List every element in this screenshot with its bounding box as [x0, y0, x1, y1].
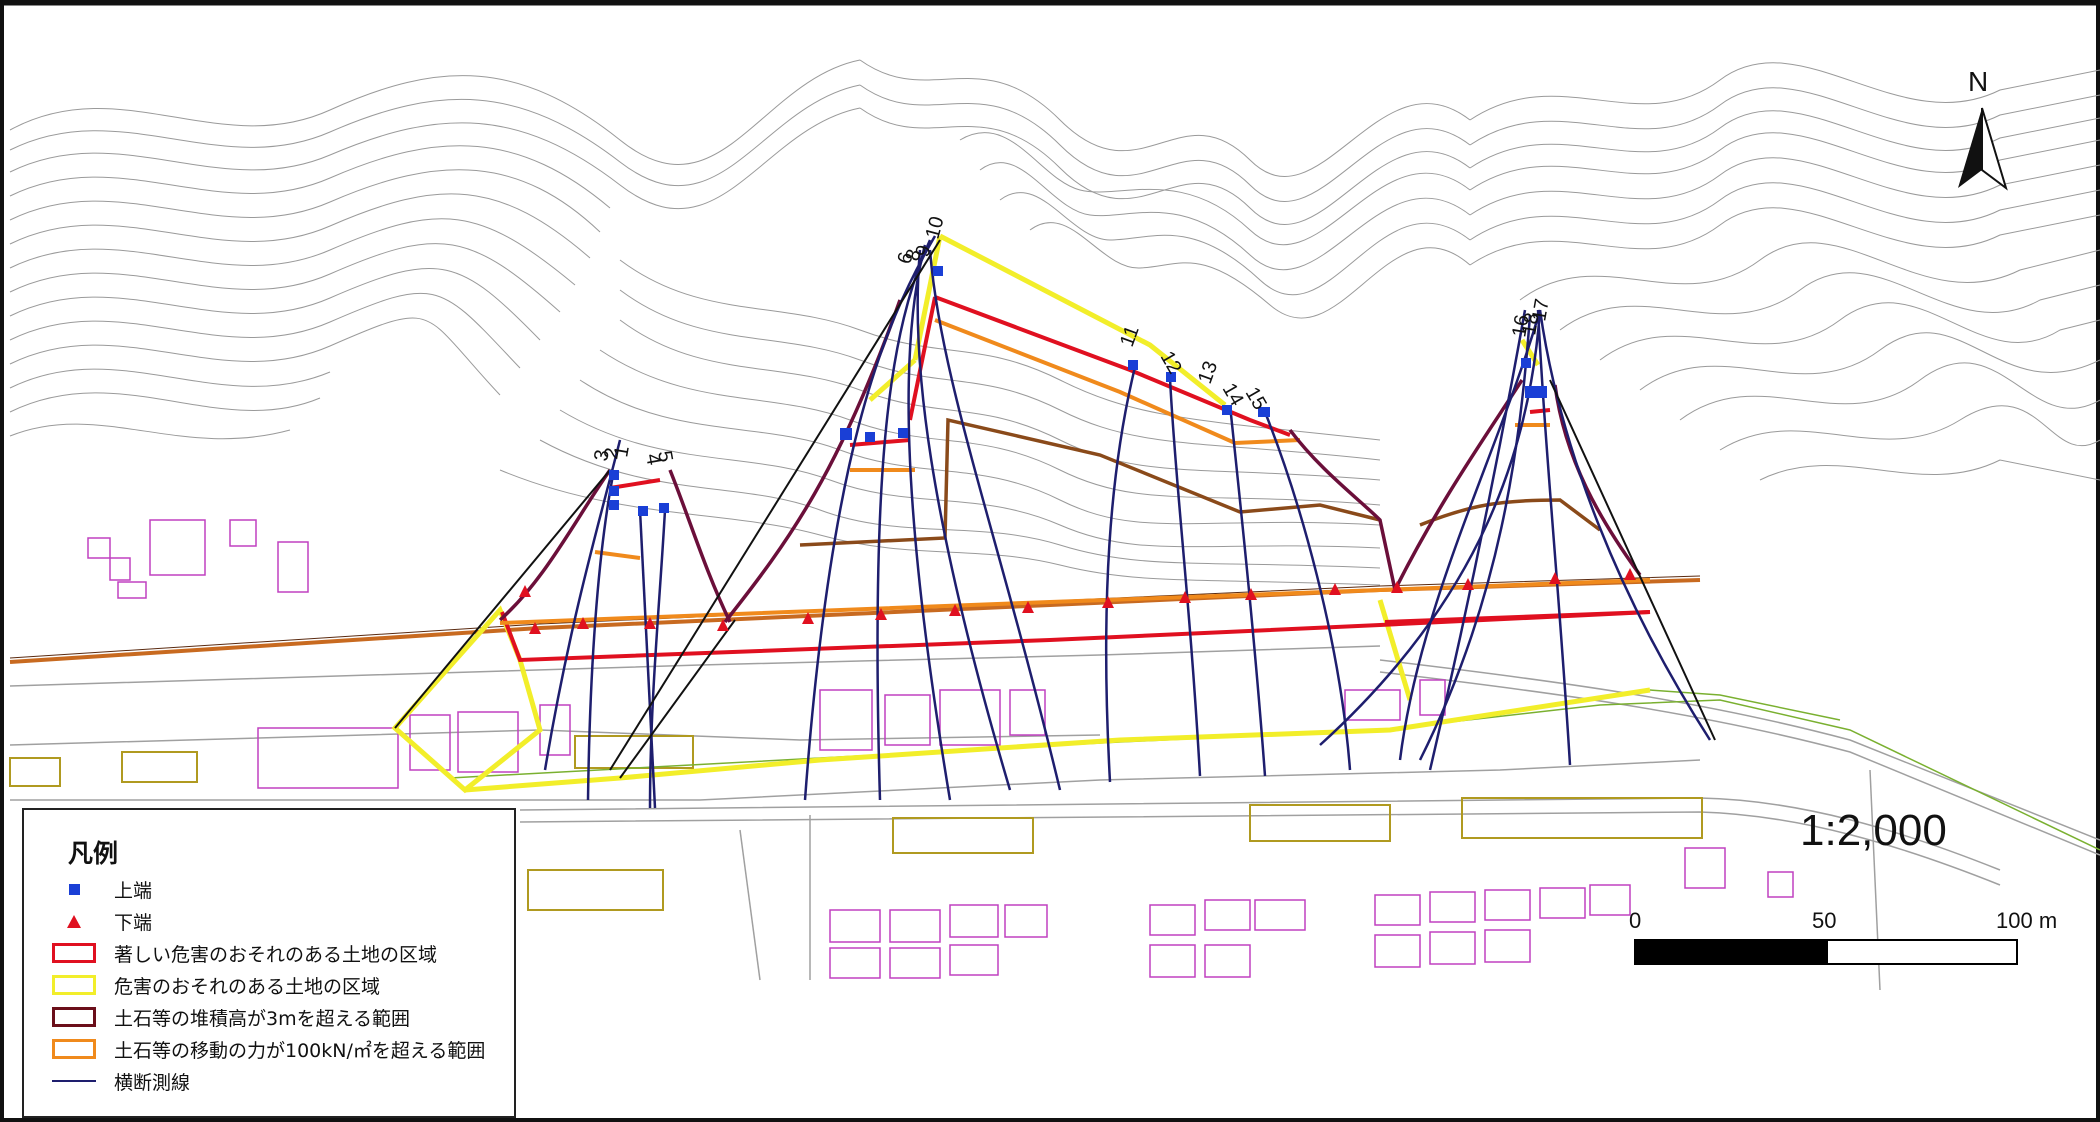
legend-label: 著しい危害のおそれのある土地の区域 [114, 943, 438, 966]
blue-square-icon [68, 883, 80, 895]
north-arrow-icon [1958, 107, 2008, 191]
scalebar-tick-100: 100 m [1996, 908, 2058, 933]
north-label: N [1968, 66, 1989, 97]
legend-title: 凡例 [68, 839, 119, 868]
darkred-box-icon [52, 1007, 96, 1027]
navy-line-icon [52, 1080, 96, 1082]
legend-item-impact-force: 土石等の移動の力が100kN/㎡を超える範囲 [48, 1034, 485, 1064]
lower-end-markers [519, 568, 1636, 634]
legend-item-hazard-zone: 危害のおそれのある土地の区域 [48, 970, 380, 1000]
scale-bar [1634, 939, 2018, 965]
legend-label: 土石等の移動の力が100kN/㎡を超える範囲 [114, 1039, 486, 1062]
scalebar-tick-50: 50 [1812, 908, 1837, 933]
legend-item-deposit-height: 土石等の堆積高が3mを超える範囲 [48, 1002, 410, 1032]
profile-label-1: 1 [610, 444, 634, 459]
profile-label-8: 8 [902, 247, 926, 263]
red-box-icon [52, 943, 96, 963]
profile-label-5: 5 [653, 449, 677, 464]
legend-item-cross-section: 横断測線 [48, 1066, 190, 1096]
scalebar-tick-0: 0 [1629, 908, 1642, 933]
parking-lots [9, 735, 1703, 911]
contour-lines [9, 59, 2100, 586]
map-legend: 凡例 上端 下端 著しい危害のおそれのある土地の区域 危害のおそれのある土地の区… [22, 808, 516, 1118]
legend-label: 下端 [114, 911, 153, 934]
profile-label-3: 3 [590, 448, 614, 463]
yellow-box-icon [52, 975, 96, 995]
legend-item-severe-zone: 著しい危害のおそれのある土地の区域 [48, 938, 437, 968]
buildings-lower [257, 679, 1794, 979]
profile-label-17: 17 [1528, 297, 1554, 323]
profile-label-2: 2 [600, 446, 624, 461]
red-triangle-icon [67, 914, 81, 928]
legend-item-lower-end: 下端 [48, 906, 152, 936]
profile-label-6: 6 [894, 250, 918, 266]
profile-label-4: 4 [641, 452, 665, 467]
legend-label: 横断測線 [114, 1071, 191, 1094]
profile-label-18: 18 [1518, 311, 1544, 337]
legend-label: 土石等の堆積高が3mを超える範囲 [114, 1007, 411, 1030]
extent-lines [394, 239, 1716, 779]
orange-zones [499, 318, 1651, 625]
upper-end-markers [609, 266, 1547, 516]
profile-label-16: 16 [1508, 313, 1534, 339]
legend-label: 危害のおそれのある土地の区域 [114, 975, 381, 998]
legend-item-upper-end: 上端 [48, 874, 152, 904]
orange-box-icon [52, 1039, 96, 1059]
profile-label-9: 9 [912, 243, 936, 259]
legend-label: 上端 [114, 879, 153, 902]
scale-ratio: 1:2,000 [1800, 806, 1947, 855]
buildings-upper [87, 519, 309, 599]
